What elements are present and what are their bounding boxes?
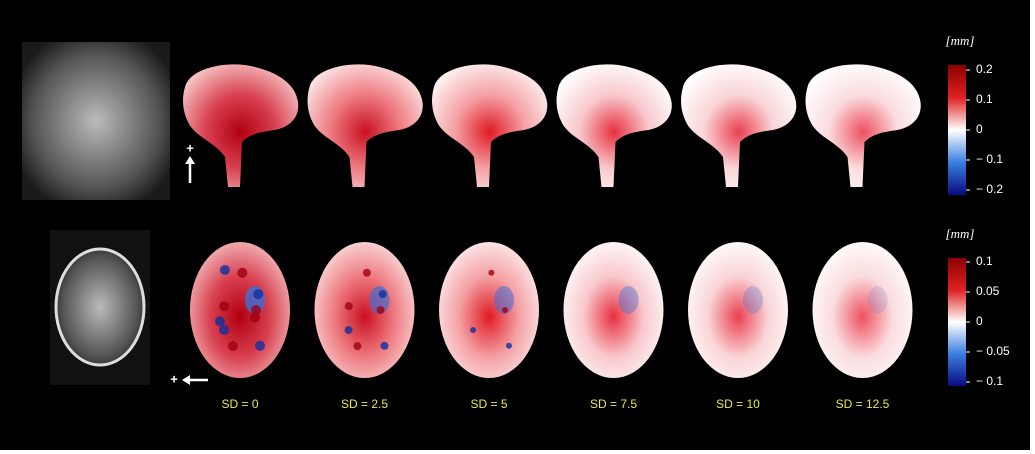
noise-patch bbox=[219, 325, 229, 335]
column-label: SD = 10 bbox=[716, 397, 760, 411]
noise-patch bbox=[470, 327, 476, 333]
axial-map bbox=[688, 242, 788, 378]
noise-patch bbox=[250, 313, 260, 323]
colorbar-tick-label: − 0.1 bbox=[976, 152, 1003, 166]
column-label: SD = 12.5 bbox=[836, 397, 890, 411]
blue-patch bbox=[743, 286, 763, 314]
noise-patch bbox=[345, 326, 353, 334]
noise-patch bbox=[219, 301, 229, 311]
colorbar-tick-label: 0.2 bbox=[976, 62, 993, 76]
colorbar-tick-label: 0.05 bbox=[976, 284, 1000, 298]
noise-patch bbox=[380, 342, 388, 350]
colorbar-tick-label: − 0.1 bbox=[976, 374, 1003, 388]
column-label: SD = 2.5 bbox=[341, 397, 388, 411]
noise-patch bbox=[255, 341, 265, 351]
axial-map bbox=[564, 242, 664, 378]
orientation-mark: + bbox=[170, 371, 178, 386]
axial-map bbox=[190, 242, 290, 378]
sagittal-mri bbox=[22, 42, 170, 200]
noise-patch bbox=[502, 307, 508, 313]
noise-patch bbox=[506, 343, 512, 349]
blue-patch bbox=[868, 286, 888, 314]
colorbar bbox=[948, 258, 966, 386]
figure: + + [mm] [mm] SD = 0 SD = 2.5 SD = 5 SD = 7… bbox=[0, 0, 1035, 454]
noise-patch bbox=[377, 306, 385, 314]
axial-map bbox=[439, 242, 539, 378]
column-label: SD = 5 bbox=[470, 397, 507, 411]
axial-map bbox=[813, 242, 913, 378]
noise-patch bbox=[488, 270, 494, 276]
colorbar-tick-label: − 0.2 bbox=[976, 182, 1003, 196]
noise-patch bbox=[345, 302, 353, 310]
noise-patch bbox=[353, 342, 361, 350]
colorbar-tick-label: 0 bbox=[976, 314, 983, 328]
noise-patch bbox=[363, 269, 371, 277]
colorbar bbox=[948, 65, 966, 195]
noise-patch bbox=[215, 316, 225, 326]
colorbar-tick-label: 0.1 bbox=[976, 92, 993, 106]
colorbar-unit: [mm] bbox=[946, 226, 975, 241]
axial-map bbox=[315, 242, 415, 378]
orientation-mark: + bbox=[186, 140, 194, 155]
column-label: SD = 7.5 bbox=[590, 397, 637, 411]
blue-patch bbox=[619, 286, 639, 314]
colorbar-tick-label: 0 bbox=[976, 122, 983, 136]
colorbar-tick-label: 0.1 bbox=[976, 254, 993, 268]
noise-patch bbox=[379, 290, 387, 298]
noise-patch bbox=[237, 268, 247, 278]
noise-patch bbox=[228, 341, 238, 351]
colorbar-tick-label: − 0.05 bbox=[976, 344, 1010, 358]
noise-patch bbox=[253, 289, 263, 299]
column-label: SD = 0 bbox=[221, 397, 258, 411]
noise-patch bbox=[220, 265, 230, 275]
axial-mri bbox=[56, 249, 144, 365]
colorbar-unit: [mm] bbox=[946, 33, 975, 48]
